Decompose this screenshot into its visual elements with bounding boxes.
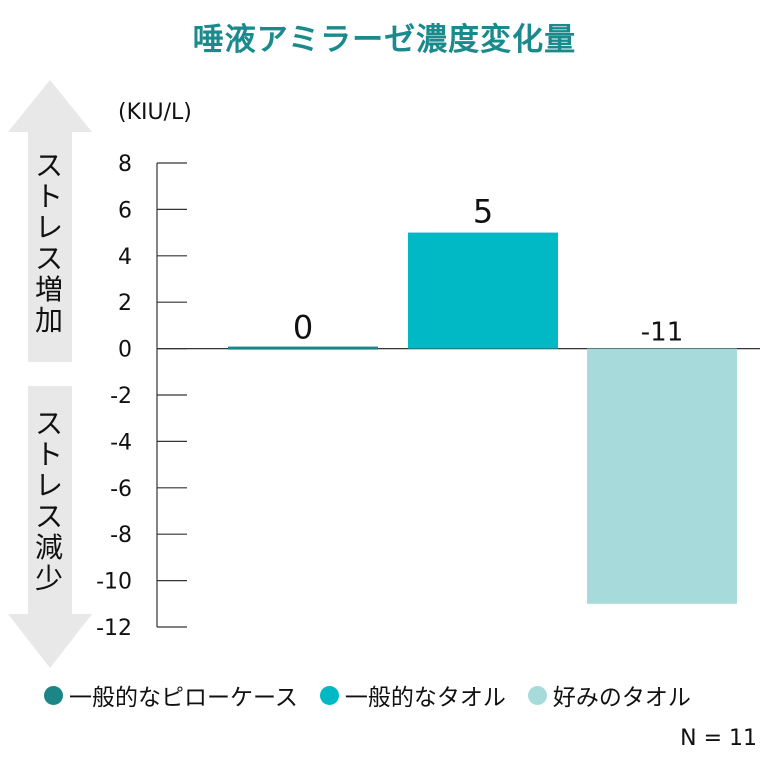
legend-dot [527,685,547,705]
legend-label: 一般的なタオル [344,685,506,711]
legend: 一般的なピローケース 一般的なタオル 好みのタオル [44,678,713,712]
sample-size: N = 11 [680,726,757,751]
y-axis: 8 6 4 2 0 -2 -4 -6 -8 -10 -12 [96,152,760,641]
legend-item-towel: 一般的なタオル [319,678,506,712]
legend-label: 一般的なピローケース [69,685,298,711]
legend-item-favorite-towel: 好みのタオル [527,678,691,712]
stress-decrease-label: ストレス減少 [34,407,63,595]
legend-dot [44,685,63,705]
y-tick-label: 4 [118,245,132,270]
stress-decrease-arrow [8,386,92,668]
bar-value-label: -11 [641,318,683,348]
y-tick-label: -4 [110,430,132,455]
legend-item-pillowcase: 一般的なピローケース [44,678,298,712]
bars: 0 5 -11 [228,193,737,604]
bar-value-label: 5 [473,193,493,231]
y-tick-label: -10 [96,570,132,595]
y-tick-label: -8 [110,523,132,548]
bar [408,232,558,349]
stress-increase-arrow [8,80,92,362]
chart-title: 唾液アミラーゼ濃度変化量 [192,22,577,58]
y-tick-label: -12 [96,616,132,641]
y-tick-label: 8 [118,152,132,177]
y-axis-unit: (KIU/L) [118,100,192,125]
legend-label: 好みのタオル [552,685,691,711]
bar [228,346,378,350]
y-tick-label: -2 [110,384,132,409]
stress-increase-label: ストレス増加 [34,149,63,337]
y-tick-label: 2 [118,291,132,316]
bar-value-label: 0 [293,309,313,347]
y-tick-label: 0 [118,338,132,363]
y-tick-label: 6 [118,198,132,223]
legend-dot [319,685,339,705]
y-tick-label: -6 [110,477,132,502]
bar [587,348,737,604]
